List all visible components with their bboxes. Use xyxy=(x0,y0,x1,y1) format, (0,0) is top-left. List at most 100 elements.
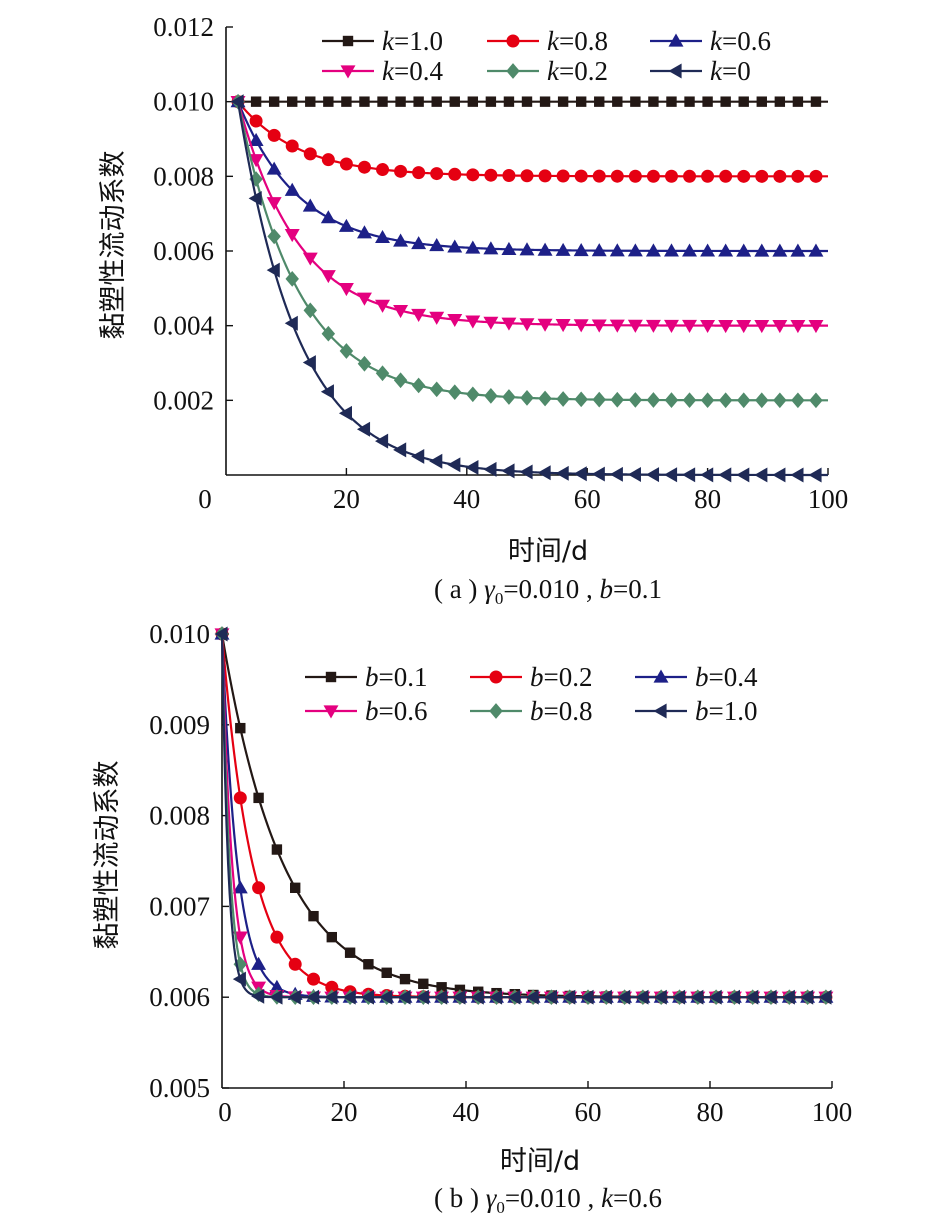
data-point xyxy=(755,169,769,183)
data-point xyxy=(653,989,667,1005)
legend-value: =0.1 xyxy=(379,662,428,692)
data-point xyxy=(306,989,320,1005)
data-point xyxy=(719,169,733,183)
y-tick-label: 0.010 xyxy=(149,619,210,649)
data-point xyxy=(305,96,316,107)
data-point xyxy=(359,96,370,107)
data-point xyxy=(338,283,354,297)
legend-marker xyxy=(668,63,682,79)
legend-marker xyxy=(489,670,503,684)
data-point xyxy=(682,392,697,409)
legend-label: b=0.6 xyxy=(365,696,427,726)
chart-panel-b: 0.005 0.006 0.007 0.008 0.009 0.010 0 20 40 60 80 1… xyxy=(92,619,852,1217)
data-point xyxy=(539,96,551,107)
data-point xyxy=(781,989,795,1005)
legend-marker xyxy=(653,669,669,683)
series-k-0 xyxy=(230,94,828,483)
x-tick-label: 100 xyxy=(808,484,849,514)
data-point xyxy=(664,392,679,408)
data-point xyxy=(375,433,389,449)
data-point xyxy=(809,169,823,183)
legend-var: k xyxy=(382,26,395,56)
series-k-1.0 xyxy=(232,96,828,107)
x-tick-label: 60 xyxy=(575,1097,602,1127)
data-point xyxy=(609,319,625,333)
data-point xyxy=(772,243,788,257)
data-point xyxy=(754,320,770,334)
series-k-0.8 xyxy=(231,95,828,183)
x-axis-title: 时间/d xyxy=(508,536,588,567)
data-point xyxy=(399,973,411,985)
legend-marker xyxy=(506,34,520,48)
data-point xyxy=(436,982,447,993)
data-point xyxy=(449,96,460,107)
data-point xyxy=(773,169,787,183)
data-point xyxy=(360,989,375,1005)
data-point xyxy=(537,242,553,256)
legend-var: b xyxy=(530,696,544,726)
y-axis-title: 黏塑性流动系数 xyxy=(92,761,123,950)
series-k-0.4 xyxy=(230,96,828,334)
data-point xyxy=(800,989,814,1005)
legend-entry: b=1.0 xyxy=(635,696,757,726)
data-point xyxy=(645,467,660,483)
data-point xyxy=(792,96,804,107)
data-point xyxy=(519,464,533,480)
data-point xyxy=(592,391,606,408)
data-point xyxy=(393,372,408,389)
data-point xyxy=(339,343,354,359)
data-point xyxy=(251,956,267,970)
data-point xyxy=(429,238,445,252)
series-k-0.2 xyxy=(231,93,828,409)
data-point xyxy=(253,792,264,804)
data-point xyxy=(700,243,716,257)
legend-value: =0.4 xyxy=(394,56,443,86)
data-point xyxy=(702,96,713,107)
data-point xyxy=(700,467,714,483)
legend-value: =0.8 xyxy=(544,696,593,726)
data-point xyxy=(555,242,571,256)
data-point xyxy=(574,391,588,408)
panel-caption: ( b ) γ0=0.010 , k=0.6 xyxy=(434,1183,662,1217)
legend-entry: b=0.4 xyxy=(635,662,758,692)
legend-entry: b=0.6 xyxy=(305,696,427,726)
data-point xyxy=(646,169,660,183)
caption-value: =0.010 , xyxy=(503,574,599,604)
data-point xyxy=(666,96,677,107)
data-point xyxy=(763,989,777,1005)
legend-marker xyxy=(342,35,354,47)
legend-entry: b=0.8 xyxy=(470,696,592,726)
caption-prefix: ( a ) xyxy=(434,574,484,604)
legend-value: =0.2 xyxy=(544,662,593,692)
caption-subscript: 0 xyxy=(496,1198,505,1217)
data-point xyxy=(483,316,499,330)
data-point xyxy=(412,166,426,180)
data-point xyxy=(684,96,695,107)
x-axis-title: 时间/d xyxy=(500,1146,580,1177)
data-point xyxy=(303,302,318,319)
data-point xyxy=(754,467,768,483)
y-tick-label: 0.008 xyxy=(153,161,214,191)
data-point xyxy=(230,94,244,110)
data-point xyxy=(418,978,429,990)
x-tick-label: 40 xyxy=(453,484,480,514)
data-point xyxy=(598,989,612,1005)
data-point xyxy=(248,190,262,206)
data-point xyxy=(630,96,641,107)
data-point xyxy=(288,957,302,971)
x-tick-label: 0 xyxy=(218,1097,232,1127)
legend-var: k xyxy=(710,26,723,56)
data-point xyxy=(483,461,497,477)
data-point xyxy=(341,96,352,107)
series-k-0.6 xyxy=(230,94,828,257)
data-point xyxy=(357,160,371,174)
data-point xyxy=(683,169,697,183)
legend-value: =1.0 xyxy=(709,696,758,726)
legend-label: b=1.0 xyxy=(695,696,757,726)
data-point xyxy=(267,228,281,245)
data-point xyxy=(519,242,535,256)
data-point xyxy=(393,305,409,319)
data-point xyxy=(484,168,498,182)
data-point xyxy=(726,989,741,1005)
